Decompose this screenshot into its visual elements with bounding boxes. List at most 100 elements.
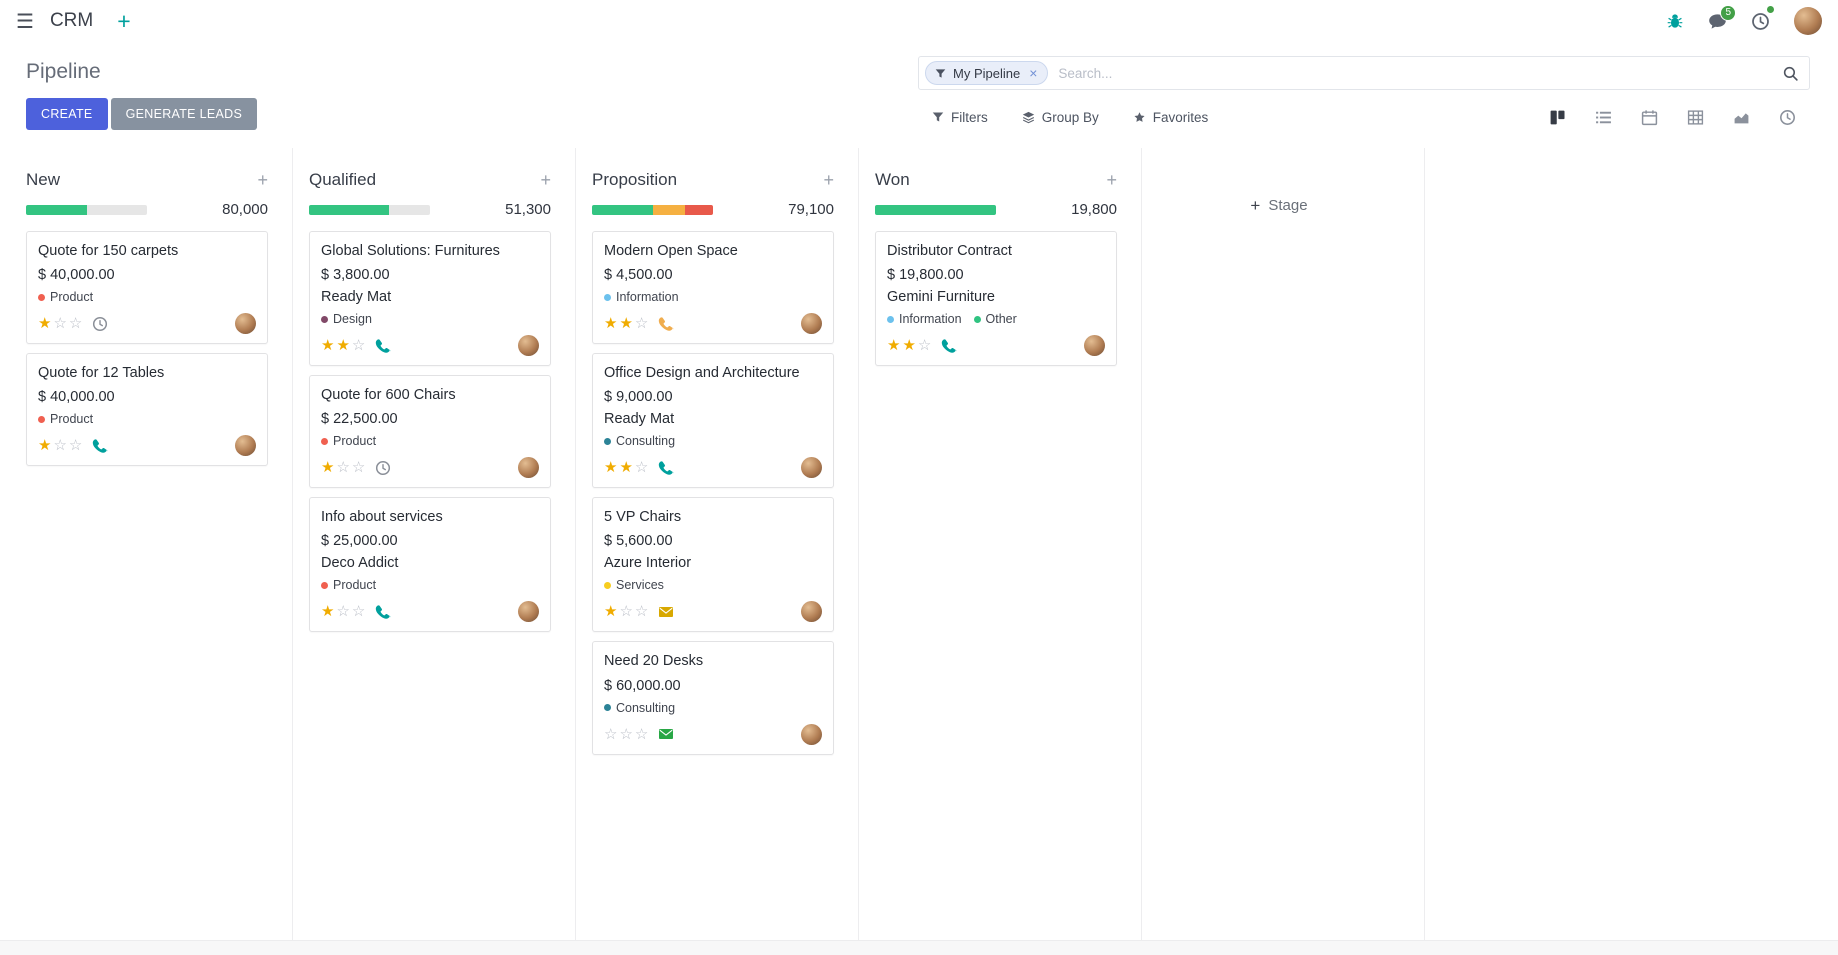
salesperson-avatar[interactable] <box>801 313 822 335</box>
priority-star[interactable]: ★ <box>902 337 916 355</box>
kanban-card[interactable]: Need 20 Desks $ 60,000.00 Consulting ☆ ☆ ☆ <box>592 641 834 755</box>
column-add-button[interactable]: + <box>257 170 268 190</box>
kanban-card[interactable]: Office Design and Architecture $ 9,000.0… <box>592 353 834 489</box>
view-activity-button[interactable] <box>1764 102 1810 132</box>
envelope-activity-icon[interactable] <box>658 604 674 620</box>
kanban-card[interactable]: Info about services $ 25,000.00 Deco Add… <box>309 497 551 633</box>
clock-activity-icon[interactable] <box>92 316 108 332</box>
salesperson-avatar[interactable] <box>518 457 539 479</box>
group-by-menu-button[interactable]: Group By <box>1022 110 1099 125</box>
column-title[interactable]: Proposition <box>592 170 678 189</box>
progress-segment[interactable] <box>685 204 713 215</box>
priority-star[interactable]: ☆ <box>634 315 649 333</box>
column-progressbar[interactable] <box>309 204 430 215</box>
progress-segment[interactable] <box>875 204 996 215</box>
priority-star[interactable]: ★ <box>38 315 52 333</box>
kanban-card[interactable]: Quote for 150 carpets $ 40,000.00 Produc… <box>26 231 268 345</box>
priority-star[interactable]: ☆ <box>604 725 618 743</box>
phone-activity-icon[interactable] <box>375 604 391 620</box>
view-list-button[interactable] <box>1580 102 1626 132</box>
horizontal-scrollbar[interactable] <box>0 940 1838 955</box>
priority-star[interactable]: ★ <box>619 315 633 333</box>
progress-segment[interactable] <box>86 204 147 215</box>
kanban-card[interactable]: Quote for 12 Tables $ 40,000.00 Product … <box>26 353 268 467</box>
priority-star[interactable]: ★ <box>321 459 335 477</box>
app-name[interactable]: CRM <box>49 10 94 31</box>
create-button[interactable]: CREATE <box>26 98 108 130</box>
priority-star[interactable]: ☆ <box>634 725 649 743</box>
salesperson-avatar[interactable] <box>801 723 822 745</box>
priority-star[interactable]: ☆ <box>336 459 350 477</box>
phone-activity-icon[interactable] <box>375 338 391 354</box>
kanban-card[interactable]: Global Solutions: Furnitures $ 3,800.00 … <box>309 231 551 367</box>
kanban-card[interactable]: Modern Open Space $ 4,500.00 Information… <box>592 231 834 345</box>
envelope-activity-icon[interactable] <box>658 726 674 742</box>
user-avatar[interactable] <box>1794 7 1822 35</box>
column-progressbar[interactable] <box>26 204 147 215</box>
column-title[interactable]: New <box>26 170 61 189</box>
activities-clock-icon[interactable] <box>1751 4 1775 31</box>
salesperson-avatar[interactable] <box>518 601 539 623</box>
priority-star[interactable]: ☆ <box>619 603 633 621</box>
phone-activity-icon[interactable] <box>658 316 674 332</box>
column-add-button[interactable]: + <box>823 170 834 190</box>
priority-star[interactable]: ★ <box>887 337 901 355</box>
priority-star[interactable]: ☆ <box>53 315 67 333</box>
priority-star[interactable]: ☆ <box>619 725 633 743</box>
priority-star[interactable]: ☆ <box>351 337 366 355</box>
salesperson-avatar[interactable] <box>235 313 256 335</box>
favorites-menu-button[interactable]: Favorites <box>1133 110 1208 125</box>
add-stage-button[interactable]: + Stage <box>1250 192 1307 218</box>
kanban-card[interactable]: Quote for 600 Chairs $ 22,500.00 Product… <box>309 375 551 489</box>
view-graph-button[interactable] <box>1718 102 1764 132</box>
priority-star[interactable]: ☆ <box>53 437 67 455</box>
view-calendar-button[interactable] <box>1626 102 1672 132</box>
priority-star[interactable]: ★ <box>604 315 618 333</box>
priority-star[interactable]: ☆ <box>634 603 649 621</box>
progress-segment[interactable] <box>309 204 389 215</box>
column-title[interactable]: Won <box>875 170 910 189</box>
priority-star[interactable]: ☆ <box>351 459 366 477</box>
progress-segment[interactable] <box>592 204 653 215</box>
progress-segment[interactable] <box>26 204 87 215</box>
generate-leads-button[interactable]: GENERATE LEADS <box>110 98 258 130</box>
kanban-card[interactable]: Distributor Contract $ 19,800.00 Gemini … <box>875 231 1117 367</box>
filters-menu-button[interactable]: Filters <box>932 110 988 125</box>
priority-star[interactable]: ★ <box>38 437 52 455</box>
facet-remove-button[interactable]: × <box>1029 65 1038 81</box>
clock-activity-icon[interactable] <box>375 460 391 476</box>
debug-bug-icon[interactable] <box>1666 12 1684 30</box>
view-kanban-button[interactable] <box>1534 102 1580 132</box>
priority-star[interactable]: ☆ <box>351 603 366 621</box>
salesperson-avatar[interactable] <box>1084 335 1105 357</box>
phone-activity-icon[interactable] <box>92 438 108 454</box>
priority-star[interactable]: ★ <box>619 459 633 477</box>
kanban-card[interactable]: 5 VP Chairs $ 5,600.00 Azure Interior Se… <box>592 497 834 633</box>
priority-star[interactable]: ★ <box>604 603 618 621</box>
priority-star[interactable]: ☆ <box>634 459 649 477</box>
salesperson-avatar[interactable] <box>518 335 539 357</box>
column-title[interactable]: Qualified <box>309 170 377 189</box>
priority-star[interactable]: ★ <box>321 603 335 621</box>
progress-segment[interactable] <box>388 204 430 215</box>
column-add-button[interactable]: + <box>540 170 551 190</box>
apps-menu-icon[interactable]: ☰ <box>16 10 34 33</box>
messages-icon[interactable]: 5 <box>1708 4 1736 31</box>
search-bar[interactable]: My Pipeline × <box>918 56 1810 90</box>
salesperson-avatar[interactable] <box>801 601 822 623</box>
priority-star[interactable]: ★ <box>321 337 335 355</box>
salesperson-avatar[interactable] <box>801 457 822 479</box>
search-icon[interactable] <box>1782 65 1799 82</box>
view-pivot-button[interactable] <box>1672 102 1718 132</box>
priority-star[interactable]: ★ <box>336 337 350 355</box>
search-facet[interactable]: My Pipeline × <box>925 61 1049 85</box>
column-progressbar[interactable] <box>875 204 996 215</box>
phone-activity-icon[interactable] <box>658 460 674 476</box>
priority-star[interactable]: ☆ <box>68 437 83 455</box>
phone-activity-icon[interactable] <box>941 338 957 354</box>
column-add-button[interactable]: + <box>1106 170 1117 190</box>
progress-segment[interactable] <box>652 204 686 215</box>
priority-star[interactable]: ☆ <box>336 603 350 621</box>
search-input[interactable] <box>1048 65 1782 81</box>
column-progressbar[interactable] <box>592 204 713 215</box>
